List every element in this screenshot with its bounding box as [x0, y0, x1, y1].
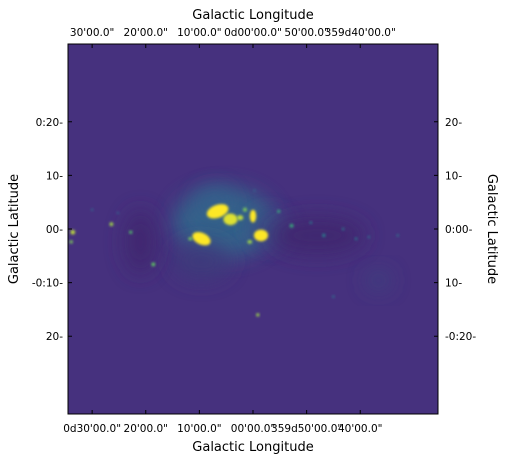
emission-point-25: [90, 208, 94, 211]
emission-diffuse-2: [172, 241, 231, 281]
right-tick-label-3: 10-: [445, 278, 462, 290]
bottom-tick-label-0: 0d30'00.0": [63, 423, 121, 435]
emission-point-12: [256, 313, 260, 317]
emission-blob-27: [206, 204, 229, 219]
emission-point-16: [322, 233, 326, 237]
left-tick-label-2: 00-: [46, 224, 63, 236]
bottom-tick-label-2: 10'00.0": [177, 423, 221, 435]
bottom-tick-label-3: 00'00.0": [231, 423, 275, 435]
top-axis-ticks: 30'00.0" 20'00.0" 10'00.0" 0d00'00.0" 50'00.…: [70, 27, 396, 48]
plot-area: [67, 43, 439, 415]
emission-point-11: [151, 262, 156, 267]
left-axis-ticks: 0:20- 10- 00- -0:10- 20-: [32, 117, 72, 343]
emission-features: [69, 187, 400, 317]
emission-point-23: [253, 189, 256, 192]
emission-blob-34: [188, 237, 193, 241]
top-tick-label-3: 0d00'00.0": [224, 27, 282, 39]
emission-blob-32: [247, 240, 253, 244]
emission-point-21: [332, 295, 335, 298]
emission-point-13: [277, 209, 281, 213]
emission-point-8: [69, 240, 73, 244]
bottom-axis-title: Galactic Longitude: [192, 440, 313, 455]
top-tick-label-2: 10'00.0": [177, 27, 221, 39]
emission-diffuse-6: [365, 270, 392, 291]
emission-diffuse-5: [124, 209, 157, 275]
emission-blob-29: [236, 215, 244, 221]
emission-diffuse-4: [269, 216, 366, 255]
left-axis-title: Galactic Latitude: [7, 174, 22, 284]
bottom-axis-ticks: 0d30'00.0" 20'00.0" 10'00.0" 00'00.0"359d50…: [63, 410, 382, 435]
emission-point-9: [109, 222, 114, 227]
bottom-tick-label-4: 359d50'00.0": [271, 423, 342, 435]
right-axis-ticks: 20- 10- 0:00- 10- -0:20-: [434, 117, 476, 343]
left-tick-label-3: -0:10-: [32, 278, 63, 290]
emission-blob-26: [192, 232, 211, 246]
emission-point-20: [396, 234, 400, 237]
emission-point-14: [289, 223, 294, 228]
right-tick-label-4: -0:20-: [445, 331, 476, 343]
emission-blob-31: [253, 229, 269, 242]
emission-blob-30: [249, 209, 257, 223]
emission-point-24: [116, 211, 120, 215]
bottom-tick-label-1: 20'00.0": [124, 423, 168, 435]
left-tick-label-1: 10-: [46, 170, 63, 182]
top-tick-label-5: 359d40'00.0": [325, 27, 396, 39]
right-tick-label-2: 0:00-: [445, 224, 473, 236]
right-axis-title: Galactic Latitude: [484, 174, 499, 284]
emission-point-19: [367, 235, 371, 239]
right-tick-label-1: 10-: [445, 170, 462, 182]
emission-point-18: [354, 237, 358, 240]
emission-point-7: [70, 229, 76, 235]
emission-point-10: [129, 230, 133, 234]
emission-point-22: [226, 195, 229, 199]
top-tick-label-1: 20'00.0": [124, 27, 168, 39]
bottom-tick-label-5: 40'00.0": [338, 423, 382, 435]
emission-blob-28: [223, 213, 238, 226]
right-tick-label-0: 20-: [445, 117, 462, 129]
top-tick-label-0: 30'00.0": [70, 27, 114, 39]
emission-point-17: [341, 227, 345, 231]
emission-blob-33: [243, 207, 247, 212]
emission-point-15: [309, 221, 313, 224]
top-tick-label-4: 50'00.0": [284, 27, 328, 39]
left-tick-label-4: 20-: [46, 331, 63, 343]
left-tick-label-0: 0:20-: [36, 117, 64, 129]
top-axis-title: Galactic Longitude: [192, 8, 313, 23]
